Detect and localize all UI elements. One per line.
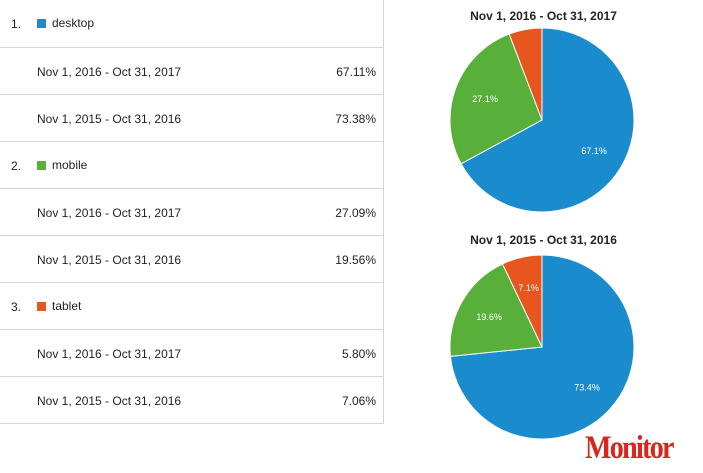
- percent-value: 7.06%: [341, 394, 376, 408]
- pie-slice-label: 19.6%: [476, 312, 502, 322]
- pie-slice-mobile[interactable]: [449, 33, 543, 165]
- percent-value: 5.80%: [341, 347, 376, 361]
- period-label: Nov 1, 2016 - Oct 31, 2017: [37, 65, 182, 79]
- pie-slice-label: 67.1%: [581, 146, 607, 156]
- group-row-desktop[interactable]: 1. desktop: [0, 0, 383, 47]
- period-label: Nov 1, 2015 - Oct 31, 2016: [37, 394, 182, 408]
- pie-chart-title: Nov 1, 2015 - Oct 31, 2016: [470, 233, 617, 247]
- group-row-tablet[interactable]: 3. tablet: [0, 282, 383, 329]
- monitor-logo: Monitor: [585, 430, 675, 466]
- period-label: Nov 1, 2016 - Oct 31, 2017: [37, 206, 182, 220]
- pie-chart-2015-2016: 73.4% 19.6% 7.1%: [449, 254, 635, 440]
- percent-value: 73.38%: [335, 112, 376, 126]
- period-label: Nov 1, 2015 - Oct 31, 2016: [37, 253, 182, 267]
- table-row: Nov 1, 2015 - Oct 31, 2016 7.06%: [0, 376, 383, 423]
- table-row: Nov 1, 2015 - Oct 31, 2016 73.38%: [0, 94, 383, 141]
- mobile-color-swatch: [37, 161, 46, 170]
- device-name: mobile: [52, 158, 88, 172]
- pie-slice-tablet[interactable]: [501, 254, 543, 348]
- row-index: 2.: [11, 159, 22, 173]
- table-row: Nov 1, 2015 - Oct 31, 2016 19.56%: [0, 235, 383, 282]
- table-row: Nov 1, 2016 - Oct 31, 2017 5.80%: [0, 329, 383, 376]
- group-row-mobile[interactable]: 2. mobile: [0, 141, 383, 188]
- percent-value: 67.11%: [336, 65, 376, 79]
- pie-slice-label: 7.1%: [518, 283, 539, 293]
- period-label: Nov 1, 2015 - Oct 31, 2016: [37, 112, 182, 126]
- percent-value: 27.09%: [335, 206, 376, 220]
- table-row: Nov 1, 2016 - Oct 31, 2017 27.09%: [0, 188, 383, 235]
- pie-chart-title: Nov 1, 2016 - Oct 31, 2017: [470, 9, 617, 23]
- desktop-color-swatch: [37, 19, 46, 28]
- row-index: 3.: [11, 300, 22, 314]
- device-name: tablet: [52, 299, 82, 313]
- percent-value: 19.56%: [335, 253, 376, 267]
- pie-slice-mobile[interactable]: [449, 263, 543, 357]
- device-table: 1. desktop Nov 1, 2016 - Oct 31, 2017 67…: [0, 0, 384, 424]
- pie-slice-label: 73.4%: [574, 383, 600, 393]
- row-index: 1.: [11, 17, 22, 31]
- tablet-color-swatch: [37, 302, 46, 311]
- pie-slice-label: 27.1%: [472, 94, 498, 104]
- period-label: Nov 1, 2016 - Oct 31, 2017: [37, 347, 182, 361]
- pie-slice-desktop[interactable]: [460, 27, 635, 213]
- pie-chart-2016-2017: 67.1% 27.1%: [449, 27, 635, 213]
- pie-slice-tablet[interactable]: [508, 27, 543, 121]
- device-name: desktop: [52, 16, 95, 30]
- table-row: Nov 1, 2016 - Oct 31, 2017 67.11%: [0, 47, 383, 94]
- pie-charts-panel: Nov 1, 2016 - Oct 31, 2017 67.1% 27.1% No…: [384, 0, 703, 473]
